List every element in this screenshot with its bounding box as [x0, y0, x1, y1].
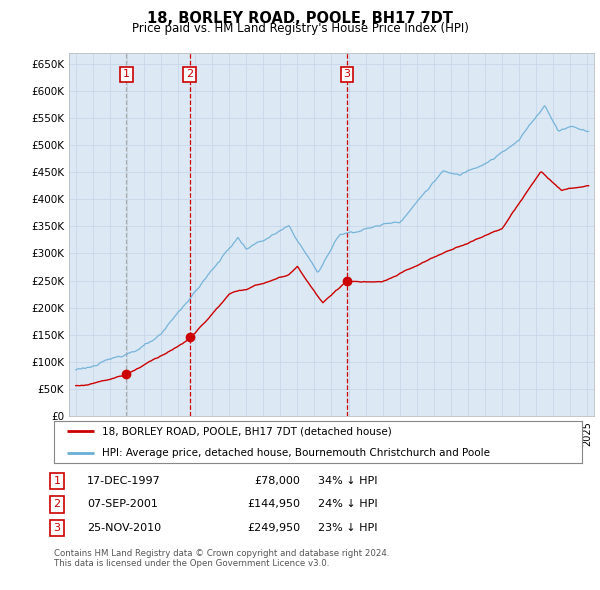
Text: 23% ↓ HPI: 23% ↓ HPI — [318, 523, 377, 533]
Text: 07-SEP-2001: 07-SEP-2001 — [87, 500, 158, 509]
Text: £78,000: £78,000 — [254, 476, 300, 486]
Text: 17-DEC-1997: 17-DEC-1997 — [87, 476, 161, 486]
Text: HPI: Average price, detached house, Bournemouth Christchurch and Poole: HPI: Average price, detached house, Bour… — [101, 448, 490, 457]
Text: 1: 1 — [123, 70, 130, 80]
Text: 18, BORLEY ROAD, POOLE, BH17 7DT (detached house): 18, BORLEY ROAD, POOLE, BH17 7DT (detach… — [101, 427, 391, 436]
Text: 24% ↓ HPI: 24% ↓ HPI — [318, 500, 377, 509]
Text: 1: 1 — [53, 476, 61, 486]
Text: £249,950: £249,950 — [247, 523, 300, 533]
Text: Contains HM Land Registry data © Crown copyright and database right 2024.: Contains HM Land Registry data © Crown c… — [54, 549, 389, 558]
Text: 2: 2 — [53, 500, 61, 509]
Text: 3: 3 — [53, 523, 61, 533]
Text: £144,950: £144,950 — [247, 500, 300, 509]
Text: This data is licensed under the Open Government Licence v3.0.: This data is licensed under the Open Gov… — [54, 559, 329, 568]
Text: 25-NOV-2010: 25-NOV-2010 — [87, 523, 161, 533]
Text: Price paid vs. HM Land Registry's House Price Index (HPI): Price paid vs. HM Land Registry's House … — [131, 22, 469, 35]
Text: 3: 3 — [343, 70, 350, 80]
Text: 34% ↓ HPI: 34% ↓ HPI — [318, 476, 377, 486]
Text: 2: 2 — [186, 70, 193, 80]
Text: 18, BORLEY ROAD, POOLE, BH17 7DT: 18, BORLEY ROAD, POOLE, BH17 7DT — [147, 11, 453, 25]
